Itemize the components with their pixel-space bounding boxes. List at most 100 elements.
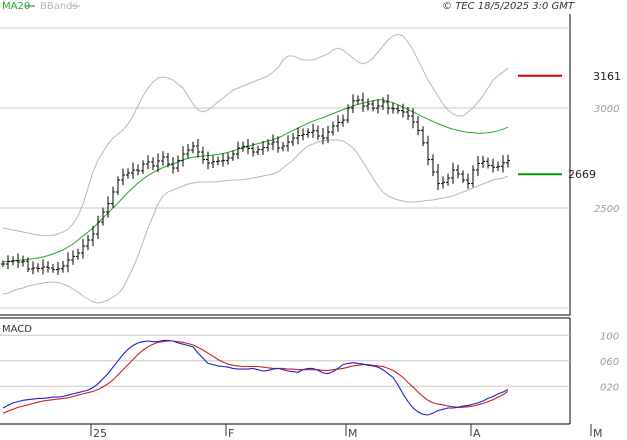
price-bar [446, 173, 450, 186]
price-bar [496, 161, 500, 172]
price-bar [41, 259, 45, 275]
macd-marks [2, 339, 509, 416]
price-y-tick-label: 2500 [594, 204, 619, 215]
price-bar [216, 156, 220, 166]
price-bar [431, 154, 435, 177]
price-bar [486, 157, 490, 169]
price-bar [271, 134, 275, 151]
price-bar [106, 196, 110, 218]
price-bar [156, 153, 160, 173]
price-bar [341, 114, 345, 127]
bbands-upper-line [2, 33, 509, 237]
price-bar [161, 151, 165, 166]
price-bar [206, 151, 210, 170]
ma20-legend: MA20 [2, 1, 30, 12]
price-bar [356, 95, 360, 105]
price-bar [306, 128, 310, 138]
price-bar [231, 150, 235, 161]
price-bar [146, 155, 150, 170]
price-bar [256, 145, 260, 156]
price-bar [291, 133, 295, 146]
price-bar [346, 104, 350, 123]
price-bar [91, 226, 95, 247]
price-bar [506, 154, 510, 168]
support-level-label: 2669 [568, 168, 596, 181]
price-bar [76, 248, 80, 260]
price-bar [196, 139, 200, 158]
price-bar [181, 146, 185, 167]
x-tick-label: F [228, 427, 234, 440]
price-bar [96, 215, 100, 239]
price-bar [426, 135, 430, 166]
price-bar [11, 256, 15, 266]
price-bar [141, 160, 145, 174]
price-bar [286, 135, 290, 152]
price-bar [421, 126, 425, 147]
price-bar [411, 108, 415, 129]
price-bar [296, 127, 300, 145]
price-bar [31, 261, 35, 275]
price-bar [166, 153, 170, 168]
price-bar [371, 100, 375, 112]
price-bar [476, 156, 480, 176]
price-bar [211, 155, 215, 168]
price-bar [321, 128, 325, 145]
price-bar [451, 162, 455, 184]
price-bar [406, 107, 410, 120]
price-bar [116, 176, 120, 195]
price-bar [1, 260, 5, 267]
price-bar [381, 97, 385, 110]
price-bar [361, 92, 365, 112]
price-bar [401, 103, 405, 118]
price-bar [81, 239, 85, 259]
price-bar [386, 94, 390, 115]
price-bar [301, 128, 305, 141]
macd-y-tick-label: 020 [600, 382, 619, 393]
price-bar [171, 157, 175, 174]
macd-signal-line [2, 340, 509, 414]
price-bar [101, 207, 105, 226]
bbands-legend: BBands [40, 1, 78, 12]
x-tick-label: 25 [93, 427, 107, 440]
price-bar [176, 155, 180, 172]
price-panel [0, 14, 571, 316]
price-bar [376, 99, 380, 114]
price-bar [331, 121, 335, 136]
price-bar [151, 157, 155, 170]
price-bar [121, 168, 125, 186]
price-bar [236, 141, 240, 160]
price-bar [61, 261, 65, 273]
price-bar [311, 123, 315, 138]
price-bar [221, 153, 225, 167]
price-bar [456, 164, 460, 179]
price-bar [461, 170, 465, 183]
copyright-timestamp: © TEC 18/5/2025 3:0 GMT [442, 1, 575, 12]
price-bar [16, 253, 20, 268]
price-bar [471, 165, 475, 188]
price-bar [36, 263, 40, 273]
price-bar [246, 139, 250, 155]
price-bar [416, 116, 420, 136]
macd-y-tick-label: 100 [600, 331, 619, 342]
price-bar [396, 104, 400, 114]
x-tick-label: M [593, 427, 603, 440]
price-bar [136, 164, 140, 176]
price-bar [86, 234, 90, 251]
x-tick-label: M [348, 427, 358, 440]
price-bar [56, 262, 60, 276]
ma20-line [2, 99, 509, 263]
price-bar [481, 155, 485, 168]
price-bar [501, 155, 505, 173]
macd-y-tick-label: 060 [600, 357, 619, 368]
price-bar [266, 139, 270, 152]
price-bar [251, 142, 255, 157]
price-bar [21, 255, 25, 267]
price-bar [46, 261, 50, 273]
price-bar [6, 255, 10, 270]
price-bar [366, 98, 370, 111]
macd-line [2, 339, 509, 416]
price-bar [391, 102, 395, 114]
price-bar [111, 186, 115, 208]
macd-panel [0, 317, 571, 425]
